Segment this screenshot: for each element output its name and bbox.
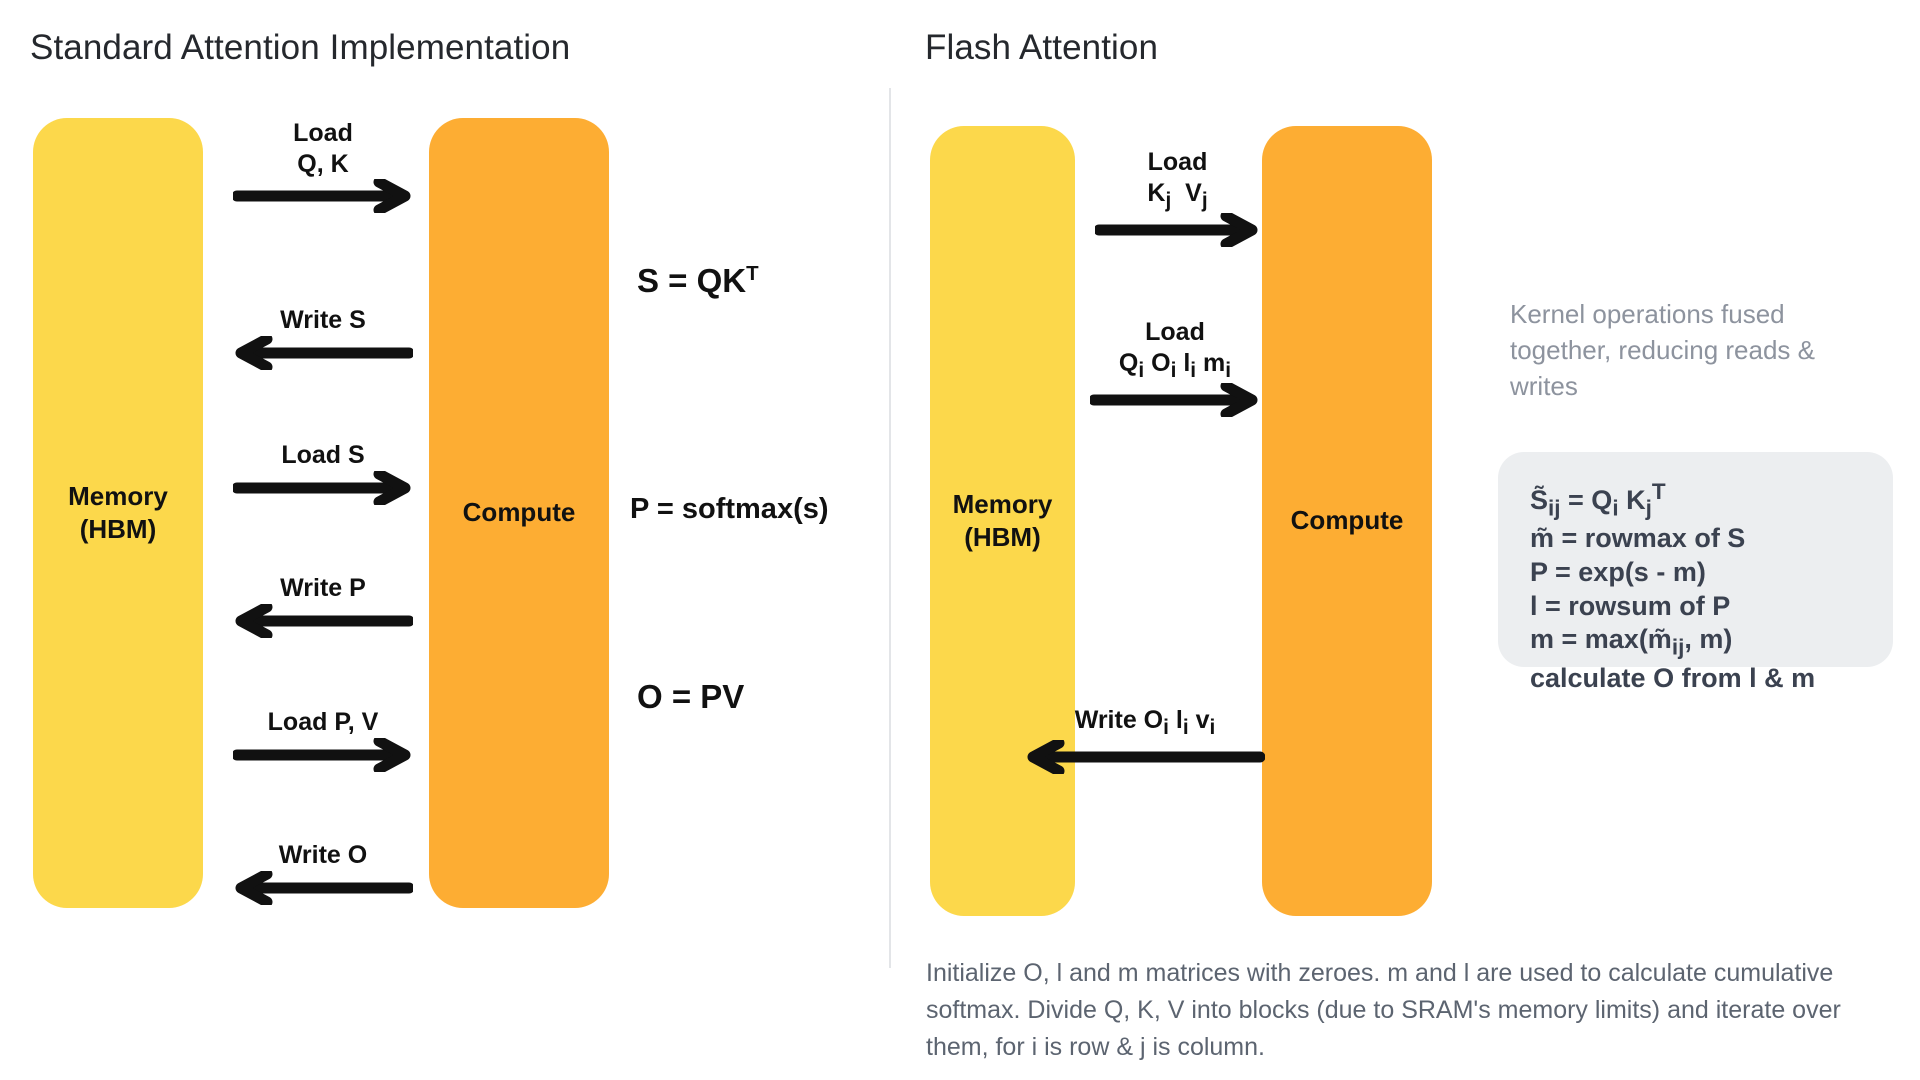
formula-p-softmax: P = softmax(s) (630, 493, 829, 525)
arrow-write-s: Write S (233, 305, 413, 370)
arrow-label-write-o: Write O (278, 841, 368, 869)
arrow-label-write-oi-li-vi: Write Oi li vi (1074, 706, 1216, 739)
compute-label-right: Compute (1290, 505, 1404, 536)
memory-label-line1: Memory (68, 480, 168, 511)
formula-s-superscript: T (746, 262, 759, 285)
formula-s-main: S = QK (637, 262, 747, 299)
arrow-load-p-v: Load P, V (233, 707, 413, 772)
compute-label-left: Compute (462, 497, 576, 528)
formula-s-equals-qkt: S = QKT (637, 262, 759, 300)
memory-hbm-bar-right: Memory (HBM) (930, 126, 1075, 916)
formula-line-0: S̃ij = Qi KjT (1530, 479, 1666, 521)
memory-label-line1-right: Memory (952, 488, 1053, 519)
formula-line-3: l = rowsum of P (1530, 590, 1731, 621)
arrow-load-s: Load S (233, 440, 413, 505)
memory-hbm-label-right: Memory (HBM) (953, 488, 1053, 555)
memory-hbm-bar-left: Memory (HBM) (33, 118, 203, 908)
arrow-label-load-qk-line1: Load (293, 119, 353, 147)
formula-line-2: P = exp(s - m) (1530, 557, 1706, 587)
memory-label-line2-right: (HBM) (964, 522, 1041, 552)
standard-attention-panel: Standard Attention Implementation Memory… (0, 0, 890, 1080)
arrow-label-load-qk-line2: Q, K (297, 149, 349, 178)
arrow-label-write-s: Write S (280, 306, 366, 334)
arrow-left-icon (235, 335, 413, 370)
arrow-load-qi-oi-li-mi: Load Qi Oi li mi (1090, 317, 1260, 417)
arrow-load-qk: Load Q, K (233, 118, 413, 213)
arrow-label-load-qi-line2: Qi Oi li mi (1118, 348, 1232, 382)
formula-line-5: calculate O from l & m (1530, 662, 1816, 693)
page-title-standard-attention: Standard Attention Implementation (30, 28, 571, 67)
arrow-label-load-p-v: Load P, V (267, 708, 379, 736)
arrow-right-icon (233, 179, 411, 213)
arrow-label-load-qi-line1: Load (1145, 318, 1205, 346)
formula-line-1: m̃ = rowmax of S (1530, 523, 1746, 554)
arrow-write-o: Write O (233, 840, 413, 905)
arrow-right-icon (1095, 212, 1258, 247)
flash-attention-formula-card: S̃ij = Qi KjT m̃ = rowmax of S P = exp(s… (1498, 452, 1893, 693)
arrow-right-icon (1090, 382, 1258, 417)
memory-label-line2: (HBM) (79, 514, 157, 544)
formula-o-equals-pv: O = PV (637, 678, 745, 715)
arrow-right-icon (233, 470, 411, 505)
formula-line-4: m = max(m̃ij, m) (1530, 624, 1733, 660)
compute-bar-left: Compute (429, 118, 609, 908)
compute-bar-right: Compute (1262, 126, 1432, 916)
arrow-write-oi-li-vi: Write Oi li vi (1025, 705, 1265, 775)
arrow-write-p: Write P (233, 573, 413, 638)
arrow-left-icon (235, 870, 413, 905)
arrow-label-load-kj-vj-line1: Load (1147, 148, 1208, 176)
flash-attention-panel: Flash Attention Memory (HBM) Compute Loa… (890, 0, 1920, 1080)
kernel-fusion-note: Kernel operations fused together, reduci… (1510, 299, 1815, 401)
arrow-left-icon (235, 603, 413, 638)
memory-hbm-label-left: Memory (HBM) (68, 480, 168, 547)
arrow-label-load-s: Load S (281, 441, 365, 469)
arrow-label-load-kj-vj-line2: Kj Vj (1147, 178, 1208, 212)
arrow-left-icon (1027, 740, 1265, 775)
arrow-label-write-p: Write P (280, 574, 366, 602)
arrow-load-kj-vj: Load Kj Vj (1095, 147, 1260, 247)
arrow-right-icon (233, 737, 411, 772)
flash-attention-caption: Initialize O, l and m matrices with zero… (926, 959, 1841, 1061)
page-title-flash-attention: Flash Attention (925, 28, 1159, 67)
panel-divider (889, 88, 891, 968)
